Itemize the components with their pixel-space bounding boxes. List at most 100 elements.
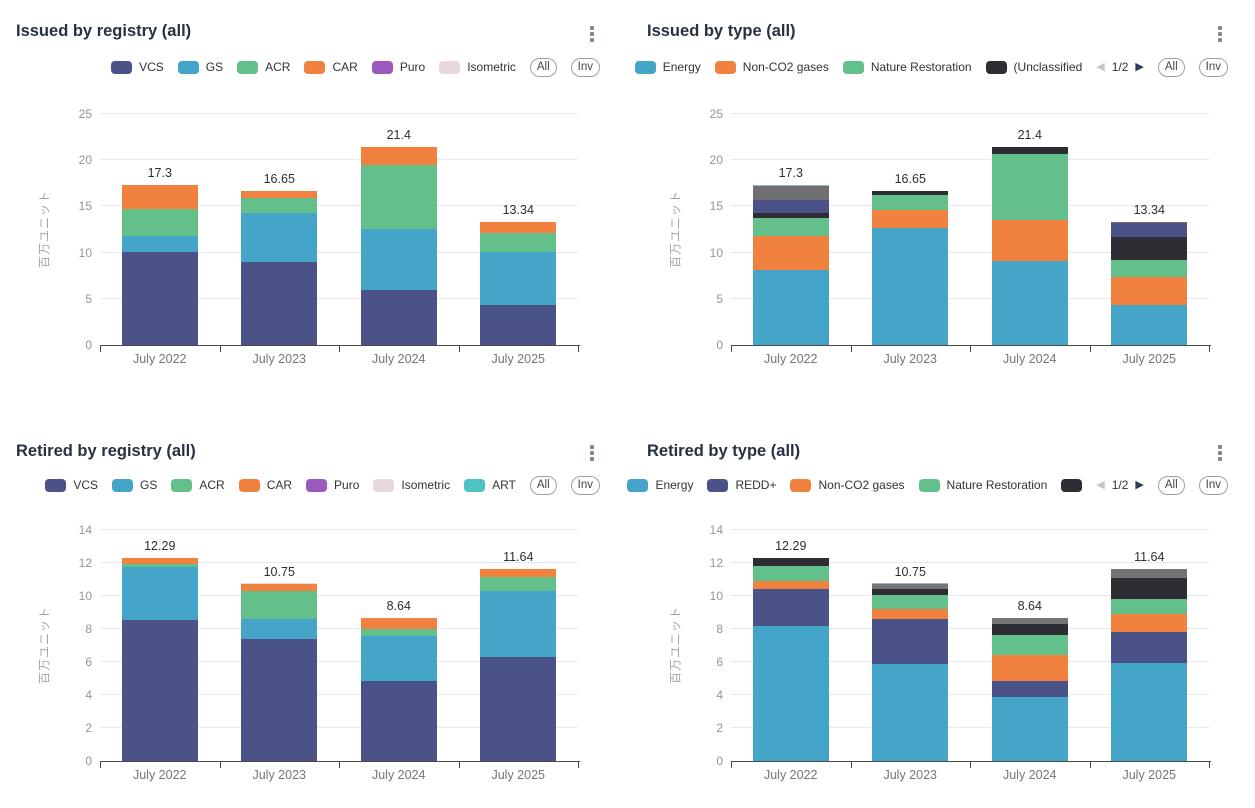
x-axis-tick — [1090, 346, 1091, 352]
legend-inv-button[interactable]: Inv — [1198, 476, 1228, 495]
legend-all-button[interactable]: All — [529, 58, 557, 77]
bar-segment-acr — [121, 563, 198, 568]
bar-segment-nature-restoration — [991, 154, 1068, 220]
chart-card-issued-by-registry: Issued by registry (all) VCS GS ACR CAR Puro… — [0, 0, 627, 412]
legend-item-art[interactable]: ART — [464, 478, 516, 492]
bar-segment-energy — [991, 697, 1068, 761]
chart-legend: VCS GS ACR CAR Puro Isometric All Inv — [111, 58, 600, 77]
next-page-icon[interactable]: ▶ — [1135, 60, 1144, 73]
x-axis-tick — [339, 346, 340, 352]
legend-item-non-co2-gases[interactable]: Non-CO2 gases — [790, 478, 905, 492]
y-axis-tick-label: 12 — [709, 556, 723, 570]
bar-segment-energy — [1111, 305, 1188, 345]
legend-item-acr[interactable]: ACR — [171, 478, 225, 492]
next-page-icon[interactable]: ▶ — [1135, 478, 1144, 491]
bar-segment-non-co2-gases — [991, 654, 1068, 681]
x-axis-category-label: July 2024 — [1002, 768, 1057, 782]
legend-item-puro[interactable]: Puro — [371, 60, 425, 74]
legend-item-gs[interactable]: GS — [177, 60, 223, 74]
x-axis-tick — [1209, 762, 1210, 768]
bar-segment-vcs — [480, 657, 557, 761]
legend-item-non-co2-gases[interactable]: Non-CO2 gases — [714, 60, 829, 74]
bar-total-label: 12.29 — [775, 539, 807, 554]
kebab-menu-icon[interactable] — [587, 442, 597, 464]
legend-item-acr[interactable]: ACR — [237, 60, 290, 74]
bar-segment-car — [241, 191, 318, 199]
legend-item-puro[interactable]: Puro — [306, 478, 359, 492]
bar-segment-unlabeled-gray — [752, 186, 829, 200]
y-axis-tick-label: 4 — [85, 688, 92, 702]
chart-card-retired-by-type: Retired by type (all) Energy REDD+ Non-CO2… — [627, 428, 1255, 808]
prev-page-icon[interactable]: ◀ — [1096, 478, 1105, 491]
bar-segment-nature-restoration — [872, 595, 949, 610]
bar-segment-car — [121, 185, 198, 209]
y-axis-tick-label: 14 — [709, 523, 723, 537]
legend-inv-button[interactable]: Inv — [570, 58, 600, 77]
kebab-menu-icon[interactable] — [1215, 442, 1225, 464]
legend-item-vcs[interactable]: VCS — [45, 478, 98, 492]
gridline — [731, 661, 1209, 662]
kebab-menu-icon[interactable] — [1215, 23, 1225, 45]
x-axis-category-label: July 2023 — [883, 768, 937, 782]
bar-segment-unlabeled-lightblue — [752, 185, 829, 187]
bar-segment-acr — [480, 577, 557, 592]
bar-total-label: 21.4 — [1017, 128, 1042, 143]
x-axis-tick — [851, 346, 852, 352]
gridline — [100, 297, 578, 299]
legend-item-car[interactable]: CAR — [304, 60, 358, 74]
gridline — [731, 694, 1209, 695]
x-axis-category-label: July 2022 — [763, 768, 818, 782]
chart-title: Retired by type (all) — [647, 442, 801, 460]
bar-segment-vcs — [241, 261, 318, 345]
bar-segment-non-co2-gases — [991, 219, 1068, 262]
x-axis-category-label: July 2022 — [132, 768, 187, 782]
legend-all-button[interactable]: All — [1157, 58, 1185, 77]
gridline — [731, 251, 1209, 253]
bar-segment-unlabeled-black — [1111, 578, 1188, 600]
bar-segment-unclassified — [991, 147, 1068, 155]
gridline — [731, 562, 1209, 563]
legend-item-nature-restoration[interactable]: Nature Restoration — [842, 60, 972, 74]
legend-all-button[interactable]: All — [1157, 476, 1185, 495]
legend-swatch-icon — [177, 60, 199, 74]
chart-legend: VCS GS ACR CAR Puro Isometric ART All Inv — [45, 476, 600, 495]
chart-card-retired-by-registry: Retired by registry (all) VCS GS ACR CAR Pur… — [0, 428, 627, 808]
legend-item-gs[interactable]: GS — [112, 478, 157, 492]
x-axis-tick — [220, 762, 221, 768]
legend-inv-button[interactable]: Inv — [1198, 58, 1228, 77]
bar-segment-nature-restoration — [1111, 599, 1188, 615]
legend-item-series[interactable] — [1061, 478, 1083, 492]
legend-item-nature-restoration[interactable]: Nature Restoration — [918, 478, 1047, 492]
bar-segment-unlabeled-black — [991, 624, 1068, 635]
x-axis-category-label: July 2024 — [371, 352, 426, 366]
legend-item-vcs[interactable]: VCS — [111, 60, 164, 74]
y-axis-tick-label: 6 — [716, 655, 723, 669]
gridline — [731, 297, 1209, 299]
bar-total-label: 13.34 — [1133, 202, 1165, 217]
legend-pager: ◀ 1/2 ▶ — [1096, 60, 1144, 74]
x-axis-category-label: July 2022 — [132, 352, 187, 366]
legend-item-energy[interactable]: Energy — [634, 60, 701, 74]
legend-item-isometric[interactable]: Isometric — [439, 60, 516, 74]
legend-item-redd+[interactable]: REDD+ — [707, 478, 776, 492]
bar-segment-unlabeled-black — [872, 588, 949, 596]
bar-segment-gs — [360, 636, 437, 681]
legend-all-button[interactable]: All — [529, 476, 557, 495]
y-axis-tick-label: 8 — [85, 622, 92, 636]
kebab-menu-icon[interactable] — [587, 23, 597, 45]
x-axis-tick — [731, 346, 732, 352]
x-axis-tick — [578, 762, 579, 768]
legend-inv-button[interactable]: Inv — [570, 476, 600, 495]
legend-item-car[interactable]: CAR — [238, 478, 292, 492]
x-axis-tick — [578, 346, 579, 352]
legend-swatch-icon — [985, 60, 1007, 74]
legend-item-isometric[interactable]: Isometric — [373, 478, 450, 492]
legend-swatch-icon — [790, 478, 812, 492]
bar-segment-energy — [752, 625, 829, 761]
plot-area: 0 2 4 6 8 10 12 14 12.29 July 2022 10.75 July 2023 8… — [79, 523, 580, 782]
prev-page-icon[interactable]: ◀ — [1096, 60, 1105, 73]
bar-segment-acr — [480, 233, 557, 252]
legend-item-unclassified[interactable]: (Unclassified — [985, 60, 1082, 74]
legend-item-energy[interactable]: Energy — [627, 478, 693, 492]
